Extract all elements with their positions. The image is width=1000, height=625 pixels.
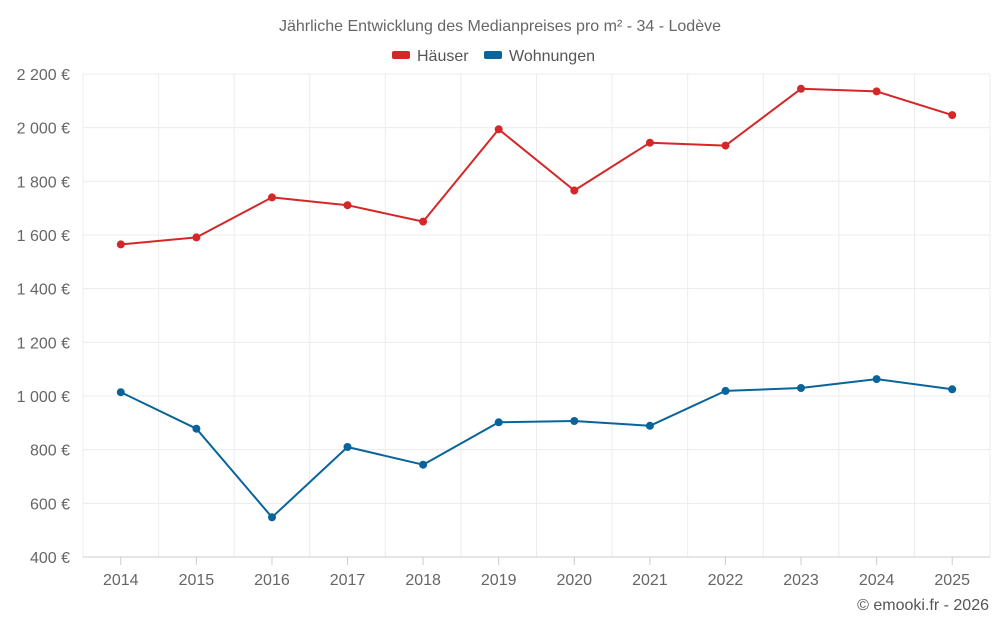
data-point-haeuser[interactable] [645, 138, 654, 147]
grid [82, 73, 991, 557]
chart-title: Jährliche Entwicklung des Medianpreises … [279, 18, 721, 35]
data-point-haeuser[interactable] [419, 217, 428, 226]
y-tick-label: 1 800 € [17, 174, 70, 191]
series [116, 84, 957, 522]
x-tick-label: 2021 [632, 572, 668, 589]
x-tick-label: 2017 [330, 572, 366, 589]
legend-item-haeuser[interactable]: Häuser [392, 48, 469, 65]
y-tick-label: 800 € [30, 443, 70, 460]
y-tick-label: 400 € [30, 550, 70, 567]
data-point-wohnungen[interactable] [797, 384, 805, 392]
x-tick-label: 2018 [405, 572, 441, 589]
y-tick-label: 1 200 € [17, 335, 70, 352]
data-point-wohnungen[interactable] [419, 460, 428, 469]
x-tick-label: 2024 [859, 572, 895, 589]
y-tick-label: 1 000 € [17, 389, 70, 406]
legend-label-wohnungen: Wohnungen [509, 48, 595, 65]
data-point-wohnungen[interactable] [721, 386, 730, 395]
x-tick-label: 2019 [481, 572, 517, 589]
x-tick-label: 2020 [556, 572, 592, 589]
data-point-wohnungen[interactable] [116, 388, 125, 397]
y-tick-label: 2 000 € [17, 121, 70, 138]
data-point-wohnungen[interactable] [948, 385, 957, 394]
data-point-haeuser[interactable] [116, 240, 125, 249]
x-tick-label: 2014 [103, 572, 139, 589]
y-tick-label: 1 600 € [17, 228, 70, 245]
data-point-wohnungen[interactable] [268, 513, 276, 522]
x-tick-label: 2015 [179, 572, 215, 589]
data-point-haeuser[interactable] [797, 84, 805, 93]
x-tick-label: 2023 [783, 572, 819, 589]
data-point-haeuser[interactable] [721, 141, 730, 150]
data-point-wohnungen[interactable] [570, 417, 579, 425]
x-tick-label: 2016 [254, 572, 290, 589]
x-tick-label: 2022 [708, 572, 744, 589]
data-point-haeuser[interactable] [570, 186, 579, 195]
data-point-wohnungen[interactable] [494, 418, 503, 427]
legend: Häuser Wohnungen [392, 48, 595, 65]
data-point-haeuser[interactable] [494, 125, 503, 134]
y-axis: 400 € 600 € 800 € 1 000 € 1 200 € 1 400 € 1 60… [17, 67, 70, 567]
x-axis: 2014 2015 2016 2017 2018 2019 2020 2021 2022 2023… [83, 556, 990, 589]
credit-text: © emooki.fr - 2026 [857, 597, 989, 614]
legend-item-wohnungen[interactable]: Wohnungen [484, 48, 595, 65]
y-tick-label: 2 200 € [17, 67, 70, 84]
data-point-haeuser[interactable] [268, 193, 276, 202]
legend-label-haeuser: Häuser [417, 48, 469, 65]
x-tick-label: 2025 [934, 572, 970, 589]
data-point-wohnungen[interactable] [192, 424, 201, 433]
data-point-wohnungen[interactable] [645, 421, 654, 430]
y-tick-label: 1 400 € [17, 282, 70, 299]
data-point-wohnungen[interactable] [343, 443, 352, 451]
data-point-haeuser[interactable] [872, 87, 881, 96]
legend-swatch-wohnungen [484, 51, 502, 59]
data-point-wohnungen[interactable] [872, 375, 881, 384]
series-line-haeuser [119, 87, 954, 246]
y-tick-label: 600 € [30, 496, 70, 513]
data-point-haeuser[interactable] [343, 201, 352, 210]
data-point-haeuser[interactable] [192, 233, 201, 242]
legend-swatch-haeuser [392, 51, 410, 59]
series-line-wohnungen [119, 378, 954, 519]
data-point-haeuser[interactable] [948, 111, 957, 120]
